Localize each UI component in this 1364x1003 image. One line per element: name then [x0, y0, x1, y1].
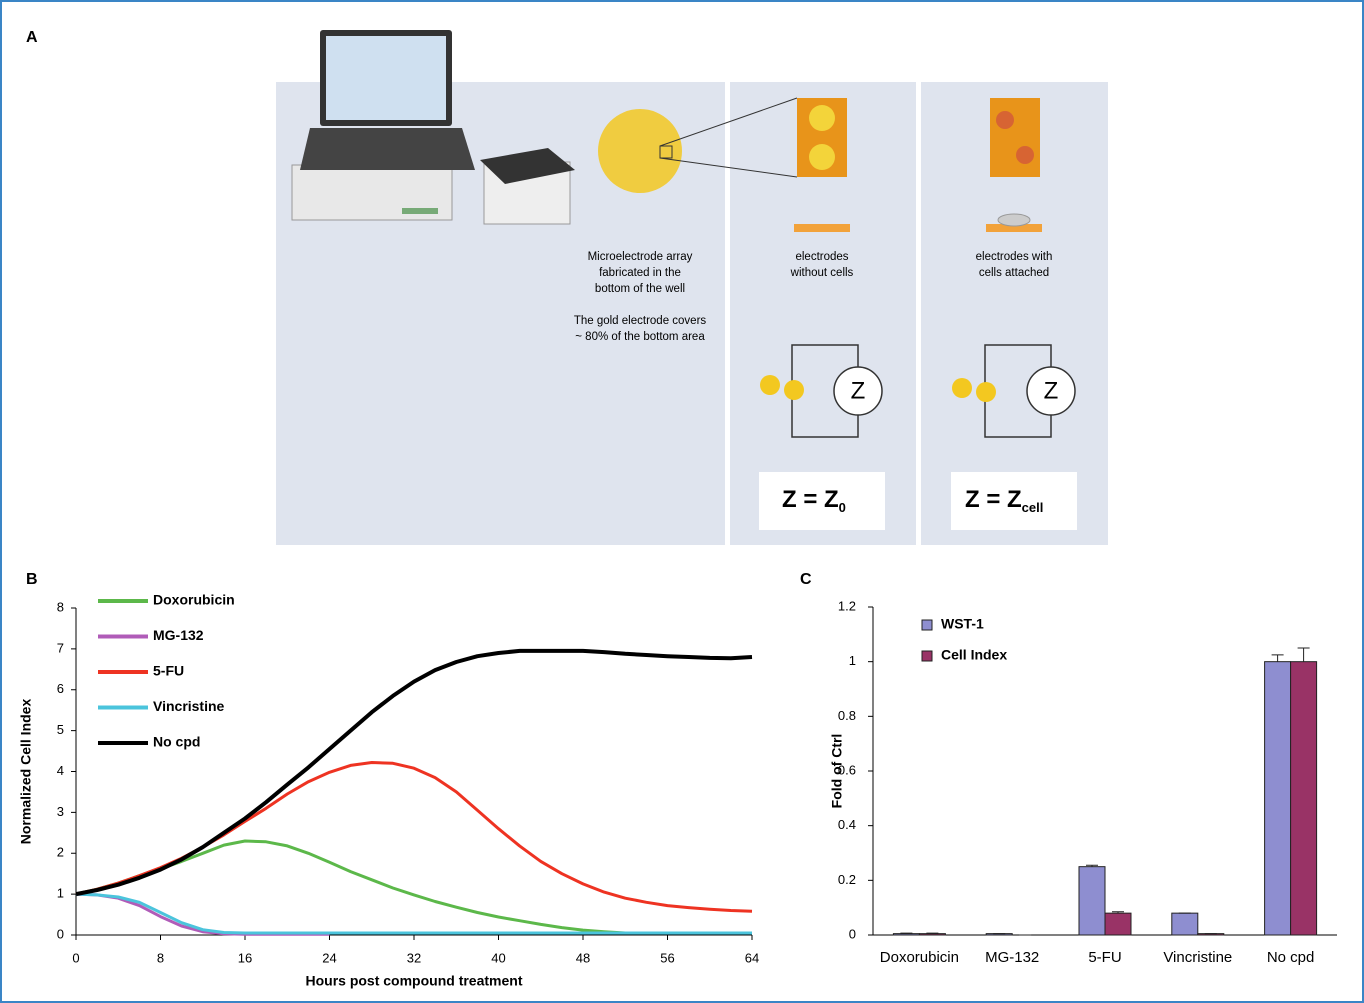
legend-label: No cpd [153, 734, 200, 750]
legend-swatch [922, 620, 932, 630]
y-tick-label: 5 [57, 722, 64, 737]
legend-label: MG-132 [153, 627, 204, 643]
x-tick-label: 0 [72, 950, 79, 965]
electrode-icon [784, 380, 804, 400]
caption: bottom of the well [595, 283, 685, 295]
laptop-keyboard [300, 128, 475, 170]
bar [893, 934, 919, 935]
y-axis-label: Normalized Cell Index [18, 699, 34, 845]
caption: Microelectrode array [588, 251, 693, 263]
error-bar [900, 933, 912, 934]
x-tick-label: 56 [660, 950, 674, 965]
x-tick-label: Vincristine [1163, 949, 1232, 966]
legend-label: WST-1 [941, 616, 984, 632]
x-axis-label: Hours post compound treatment [305, 973, 522, 989]
panel-a: Z Z Z = Z0 Z = Zcell Microelectrode arra… [276, 30, 1108, 545]
y-tick-label: 0 [57, 926, 64, 941]
bar [919, 934, 945, 935]
x-tick-label: 64 [745, 950, 759, 965]
equation: Z = Z0 [782, 486, 846, 515]
laptop-display [326, 36, 446, 120]
bar [1105, 913, 1131, 935]
bar [1291, 662, 1317, 935]
instrument-lights [402, 208, 438, 214]
y-tick-label: 4 [57, 763, 64, 778]
electrode-bar [794, 224, 850, 232]
panel-label: A [26, 29, 38, 46]
cell [996, 111, 1014, 129]
y-tick-label: 2 [57, 845, 64, 860]
y-tick-label: 1 [849, 653, 856, 668]
y-tick-label: 0 [849, 926, 856, 941]
y-tick-label: 7 [57, 640, 64, 655]
caption: cells attached [979, 267, 1049, 279]
electrode-icon [976, 382, 996, 402]
electrode-array [598, 109, 682, 193]
electrode [809, 144, 835, 170]
y-axis-label: Fold of Ctrl [829, 734, 845, 809]
y-tick-label: 0.2 [838, 872, 856, 887]
error-bar [926, 933, 938, 934]
legend-label: 5-FU [153, 663, 184, 679]
x-tick-label: No cpd [1267, 949, 1315, 966]
x-tick-label: 48 [576, 950, 590, 965]
impedance-symbol: Z [851, 377, 866, 404]
equation-subscript: 0 [839, 500, 846, 515]
x-tick-label: 24 [322, 950, 336, 965]
x-tick-label: 32 [407, 950, 421, 965]
y-tick-label: 8 [57, 599, 64, 614]
cell-body [998, 214, 1030, 226]
caption: The gold electrode covers [574, 315, 707, 327]
x-tick-label: 5-FU [1088, 949, 1121, 966]
caption: ~ 80% of the bottom area [575, 331, 705, 343]
x-tick-label: 40 [491, 950, 505, 965]
x-tick-label: 8 [157, 950, 164, 965]
electrode [809, 105, 835, 131]
caption: electrodes [795, 251, 848, 263]
equation-subscript: cell [1022, 500, 1044, 515]
y-tick-label: 6 [57, 681, 64, 696]
cell [1016, 146, 1034, 164]
caption: without cells [790, 267, 854, 279]
bar [1079, 867, 1105, 935]
electrode-icon [952, 378, 972, 398]
impedance-symbol: Z [1044, 377, 1059, 404]
y-tick-label: 1 [57, 886, 64, 901]
x-tick-label: Doxorubicin [880, 949, 959, 966]
y-tick-label: 1.2 [838, 598, 856, 613]
panel-label: B [26, 571, 38, 588]
bar [1265, 662, 1291, 935]
legend-swatch [922, 651, 932, 661]
legend-label: Doxorubicin [153, 592, 235, 608]
equation-main: Z = Z [965, 486, 1022, 513]
x-tick-label: 16 [238, 950, 252, 965]
panel-label: C [800, 571, 812, 588]
bar [1172, 913, 1198, 935]
x-tick-label: MG-132 [985, 949, 1039, 966]
cell-closeup [990, 98, 1040, 177]
caption: electrodes with [976, 251, 1053, 263]
electrode-icon [760, 375, 780, 395]
equation-main: Z = Z [782, 486, 839, 513]
y-tick-label: 3 [57, 804, 64, 819]
legend-label: Cell Index [941, 647, 1007, 663]
caption: fabricated in the [599, 267, 681, 279]
figure: A B C Z Z [0, 0, 1364, 1003]
legend-label: Vincristine [153, 698, 225, 714]
y-tick-label: 0.4 [838, 817, 856, 832]
y-tick-label: 0.8 [838, 708, 856, 723]
